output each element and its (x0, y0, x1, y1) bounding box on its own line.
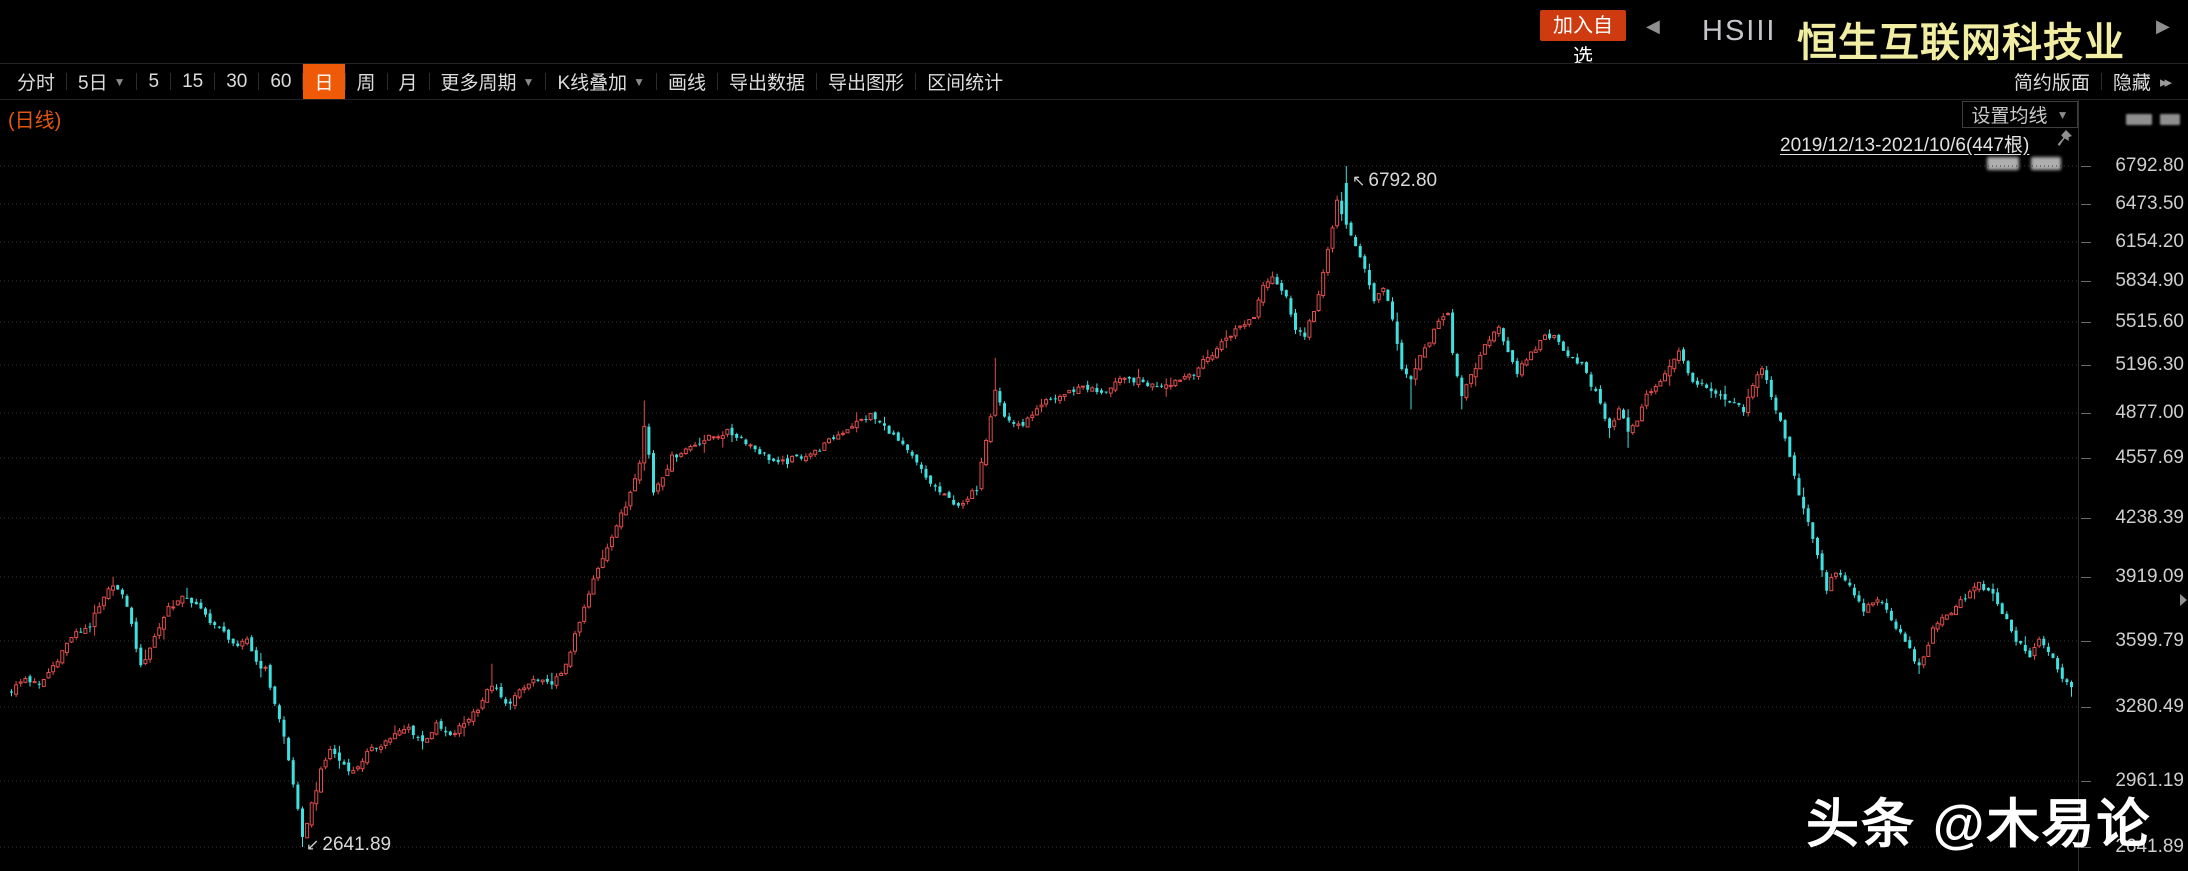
axis-tick (2081, 281, 2091, 282)
toolbar-item-intraday[interactable]: 分时 (17, 73, 56, 94)
toolbar-item-daily[interactable]: 日 (303, 64, 345, 99)
axis-tick (2081, 242, 2091, 243)
axis-divider (2078, 100, 2079, 871)
axis-label: 4557.69 (2115, 447, 2184, 468)
axis-label: 6154.20 (2115, 231, 2184, 252)
arrow-up-left-icon: ↖ (1352, 173, 1366, 190)
double-chevron-right-icon: ▸▸ (2159, 73, 2172, 91)
axis-label: 4877.00 (2115, 402, 2184, 423)
toolbar-separator (2100, 73, 2102, 90)
redacted-legend (2031, 157, 2061, 170)
axis-tick (2081, 413, 2091, 414)
toolbar-right: 简约版面 隐藏 ▸▸ (2003, 64, 2188, 99)
chevron-down-icon: ▼ (633, 74, 646, 89)
toolbar-separator (915, 73, 917, 90)
toolbar-item-15min[interactable]: 15 (182, 70, 204, 92)
chevron-down-icon: ▼ (522, 74, 535, 89)
toolbar-separator (136, 73, 138, 90)
toolbar-separator (170, 73, 172, 90)
toolbar-item-30min[interactable]: 30 (226, 70, 248, 92)
axis-tick (2081, 458, 2091, 459)
toolbar-separator (428, 73, 430, 90)
axis-tick (2081, 577, 2091, 578)
toolbar-item-export-image[interactable]: 导出图形 (828, 73, 905, 94)
toolbar-item-export-data[interactable]: 导出数据 (729, 73, 806, 94)
axis-tick (2081, 166, 2091, 167)
toolbar-item-hide[interactable]: 隐藏 ▸▸ (2112, 73, 2172, 94)
toolbar-item-kline-overlay[interactable]: K线叠加 ▼ (557, 73, 646, 94)
toolbar-separator (344, 73, 346, 90)
low-annotation-value: 2641.89 (322, 834, 392, 855)
candlestick-chart[interactable] (0, 100, 2078, 871)
add-watchlist-button[interactable]: 加入自选 (1540, 10, 1626, 68)
toolbar-item-simple-layout[interactable]: 简约版面 (2013, 73, 2090, 94)
expand-panel-handle[interactable] (2180, 594, 2187, 606)
high-annotation-value: 6792.80 (1368, 170, 1438, 191)
axis-tick (2081, 781, 2091, 782)
prev-stock-arrow-icon[interactable]: ◀ (1646, 16, 1660, 36)
axis-label: 5515.60 (2115, 311, 2184, 332)
axis-tick (2081, 518, 2091, 519)
toolbar-separator (302, 73, 304, 90)
next-stock-arrow-icon[interactable]: ▶ (2156, 16, 2170, 36)
axis-label: 2641.89 (2115, 836, 2184, 857)
toolbar-item-range-stats[interactable]: 区间统计 (927, 73, 1004, 94)
redacted-chip (2126, 114, 2152, 125)
axis-label: 3280.49 (2115, 696, 2184, 717)
axis-tick (2081, 707, 2091, 708)
toolbar-item-more-periods[interactable]: 更多周期 ▼ (440, 73, 535, 94)
toolbar-separator (66, 73, 68, 90)
axis-label: 2961.19 (2115, 770, 2184, 791)
toolbar-item-5day[interactable]: 5日 ▼ (78, 73, 126, 94)
chevron-down-icon: ▼ (113, 74, 126, 89)
period-label: (日线) (8, 110, 62, 132)
toolbar-item-monthly[interactable]: 月 (398, 73, 418, 94)
axis-tick (2081, 641, 2091, 642)
ma-settings-label: 设置均线 (1971, 106, 2048, 127)
toolbar-separator (656, 73, 658, 90)
toolbar-separator (717, 73, 719, 90)
toolbar-separator (545, 73, 547, 90)
toolbar-left: 分时 5日 ▼ 5 15 30 60 日周 月 更多周期 ▼ K线叠加 ▼ 画线 导出数据 导出图形 区间统计 (0, 64, 1014, 99)
stock-title: 恒生互联网科技业 (1797, 10, 2125, 71)
arrow-down-left-icon: ↙ (306, 837, 320, 854)
high-annotation: ↖ 6792.80 (1352, 170, 1437, 192)
axis-label: 6473.50 (2115, 193, 2184, 214)
axis-label: 3919.09 (2115, 566, 2184, 587)
date-range-link[interactable]: 2019/12/13-2021/10/6(447根) (1780, 135, 2030, 156)
axis-tick (2081, 322, 2091, 323)
axis-label: 4238.39 (2115, 507, 2184, 528)
pin-icon[interactable] (2056, 129, 2074, 149)
axis-label: 6792.80 (2115, 155, 2184, 176)
toolbar-separator (386, 73, 388, 90)
low-annotation: ↙ 2641.89 (306, 834, 391, 856)
title-bar: 加入自选 ◀ HSIII 恒生互联网科技业 ▶ (0, 0, 2188, 71)
axis-label: 5834.90 (2115, 270, 2184, 291)
axis-tick (2081, 365, 2091, 366)
toolbar-item-5min[interactable]: 5 (148, 70, 160, 92)
chevron-down-icon: ▼ (2056, 107, 2069, 122)
toolbar-item-60min[interactable]: 60 (270, 70, 292, 92)
toolbar-item-draw-line[interactable]: 画线 (668, 73, 707, 94)
axis-label: 3599.79 (2115, 630, 2184, 651)
toolbar-separator (214, 73, 216, 90)
toolbar-separator (258, 73, 260, 90)
ma-settings-button[interactable]: 设置均线 ▼ (1962, 101, 2078, 128)
redacted-chip (2160, 114, 2180, 125)
toolbar-item-weekly[interactable]: 周 (356, 73, 376, 94)
toolbar-separator (816, 73, 818, 90)
stock-code: HSIII (1702, 15, 1777, 47)
watermark: 头条 @木易论 (1806, 795, 2152, 854)
period-toolbar: 分时 5日 ▼ 5 15 30 60 日周月更多周期 ▼ K线叠加 ▼ 画线 导出数据 导出图形 区间统计 … (0, 63, 2188, 100)
axis-tick (2081, 204, 2091, 205)
redacted-legend (1987, 157, 2019, 170)
axis-tick (2081, 847, 2091, 848)
axis-label: 5196.30 (2115, 354, 2184, 375)
